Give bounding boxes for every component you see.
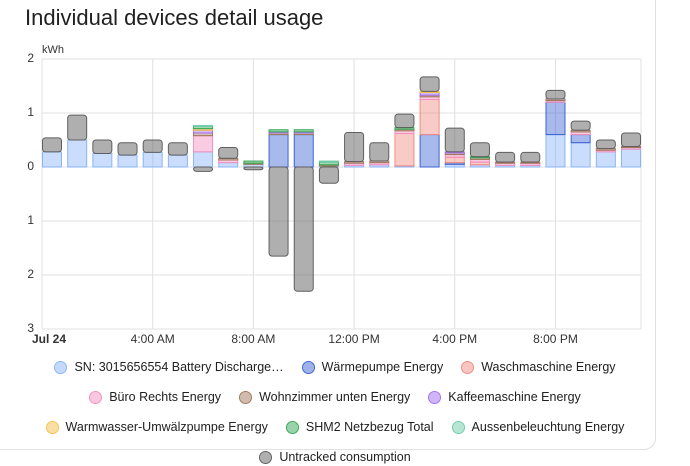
bar-segment [268, 129, 289, 133]
legend-swatch [45, 420, 59, 434]
bar-segment [394, 133, 415, 167]
bar-segment [193, 151, 214, 168]
bar-segment [142, 139, 163, 153]
bar-segment [67, 139, 88, 168]
bar-segment [495, 151, 516, 163]
y-tick-label: 0 [27, 159, 34, 173]
x-tick-label: 4:00 PM [432, 332, 477, 346]
legend-item[interactable]: Wohnzimmer unten Energy [239, 388, 410, 406]
bar-segment [318, 166, 339, 184]
y-tick-label: 3 [27, 321, 34, 335]
legend-label: Waschmaschine Energy [481, 360, 616, 374]
legend-label: SN: 3015656554 Battery Discharge… [74, 360, 284, 374]
grid [41, 58, 642, 330]
bar-segment [167, 142, 188, 156]
legend-item[interactable]: Warmwasser-Umwälzpumpe Energy [45, 418, 268, 436]
bar-segment [268, 134, 289, 168]
legend-item[interactable]: SHM2 Netzbezug Total [285, 418, 434, 436]
x-tick-label: Jul 24 [32, 332, 66, 346]
legend-label: Kaffeemaschine Energy [448, 390, 581, 404]
legend-swatch [259, 450, 273, 464]
legend-swatch [428, 390, 442, 404]
legend-label: Wohnzimmer unten Energy [259, 390, 411, 404]
bar-segment [419, 134, 440, 168]
bar-segment [344, 131, 365, 163]
bar-segment [193, 124, 214, 127]
bar-segment [167, 154, 188, 168]
legend-swatch [54, 360, 68, 374]
legend-label: SHM2 Netzbezug Total [305, 420, 434, 434]
bar-segment [469, 142, 490, 158]
bar-segment [419, 99, 440, 136]
legend-swatch [461, 360, 475, 374]
y-tick-label: 2 [27, 51, 34, 65]
bar-segment [570, 120, 591, 131]
bar-segment [42, 151, 62, 168]
legend-label: Warmwasser-Umwälzpumpe Energy [65, 420, 268, 434]
bar-segment [621, 148, 641, 168]
bar-segment [243, 160, 264, 164]
legend-swatch [239, 390, 253, 404]
legend-item[interactable]: Untracked consumption [259, 448, 411, 466]
bar-segment [218, 162, 239, 168]
legend-label: Büro Rechts Energy [109, 390, 222, 404]
bar-segment [520, 151, 541, 163]
bar-segment [595, 139, 616, 150]
legend-label: Untracked consumption [279, 450, 411, 464]
y-tick-label: 2 [27, 267, 34, 281]
legend-label: Aussenbeleuchtung Energy [471, 420, 625, 434]
legend: SN: 3015656554 Battery Discharge… Wärmepu… [18, 358, 652, 466]
bar-segment [570, 134, 591, 144]
bar-segment [193, 135, 214, 153]
legend-swatch [451, 420, 465, 434]
legend-item[interactable]: Waschmaschine Energy [461, 358, 616, 376]
legend-item[interactable]: SN: 3015656554 Battery Discharge… [54, 358, 284, 376]
bar-segment [117, 142, 138, 156]
x-tick-label: 8:00 AM [231, 332, 275, 346]
bar-segment [218, 147, 239, 159]
x-tick-label: 4:00 AM [131, 332, 175, 346]
bar-segment [42, 137, 62, 153]
bar-segment [268, 166, 289, 257]
legend-item[interactable]: Büro Rechts Energy [89, 388, 221, 406]
legend-label: Wärmepumpe Energy [321, 360, 444, 374]
page: {"chart_data": {"type": "bar", "stacked"… [0, 0, 656, 464]
bar-segment [318, 160, 339, 163]
bar-segment [570, 142, 591, 168]
card [0, 0, 656, 450]
bar-segment [293, 166, 314, 292]
bar-segment [193, 166, 214, 172]
legend-item[interactable]: Kaffeemaschine Energy [428, 388, 581, 406]
bar-segment [545, 134, 566, 168]
bar-segment [394, 113, 415, 129]
bar-segment [92, 139, 113, 154]
bar-segment [419, 76, 440, 92]
bar-segment [142, 151, 163, 168]
bar-segment [293, 129, 314, 133]
bar-segment [92, 153, 113, 168]
bar-segment [444, 127, 465, 153]
bar-segment [444, 156, 465, 164]
x-tick-label: 8:00 PM [533, 332, 578, 346]
bar-segment [595, 151, 616, 168]
legend-item[interactable]: Aussenbeleuchtung Energy [451, 418, 625, 436]
bar-segment [293, 134, 314, 168]
legend-swatch [285, 420, 299, 434]
bar-segment [67, 114, 88, 141]
bar-segment [243, 166, 264, 171]
bar-segment [545, 101, 566, 136]
bar-segment [621, 132, 641, 147]
x-tick-label: 12:00 PM [328, 332, 379, 346]
y-tick-label: 1 [27, 213, 34, 227]
y-axis-unit: kWh [42, 44, 64, 56]
legend-swatch [89, 390, 103, 404]
bar-segment [117, 154, 138, 168]
legend-swatch [301, 360, 315, 374]
card-title: Individual devices detail usage [25, 5, 324, 30]
bar-segment [545, 89, 566, 100]
legend-item[interactable]: Wärmepumpe Energy [301, 358, 444, 376]
bar-segment [369, 142, 390, 162]
y-tick-label: 1 [27, 105, 34, 119]
